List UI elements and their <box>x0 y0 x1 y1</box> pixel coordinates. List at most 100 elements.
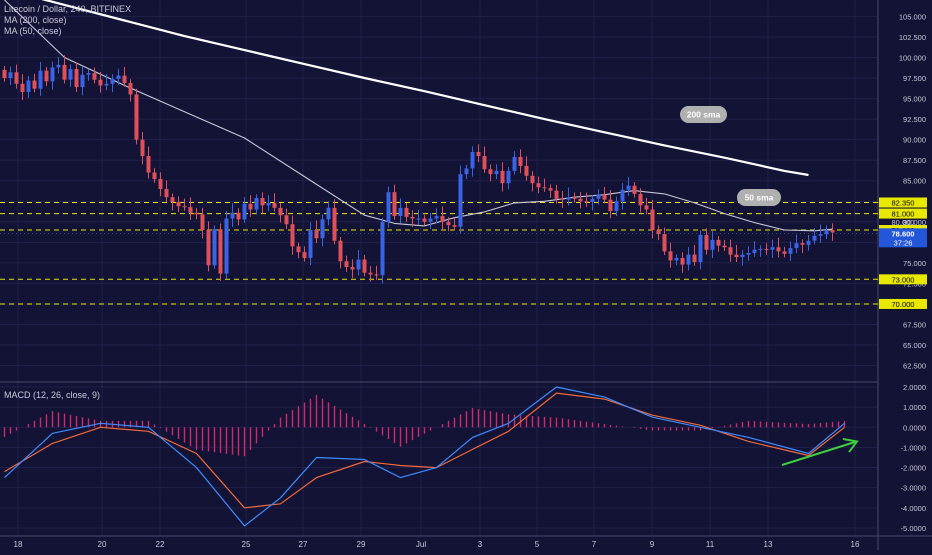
trend-arrow-shaft <box>781 441 856 466</box>
candle-body <box>368 272 373 275</box>
candle-body <box>62 64 67 80</box>
candle-body <box>350 266 355 270</box>
candle-body <box>374 274 379 276</box>
candle-body <box>104 83 109 86</box>
price-tag-text: 82.350 <box>892 199 915 208</box>
candle-body <box>806 240 811 245</box>
candle-body <box>194 212 199 215</box>
candle-body <box>506 170 511 184</box>
macd-legend: MACD (12, 26, close, 9) <box>4 390 101 400</box>
sma50-annotation: 50 sma <box>737 189 781 206</box>
candle-body <box>212 229 217 266</box>
candle-body <box>638 193 643 206</box>
macd-line <box>4 386 845 527</box>
candle-body <box>488 169 493 175</box>
time-tick-label: 27 <box>299 540 308 549</box>
candle-body <box>410 216 415 219</box>
trend-arrow-head <box>842 438 859 453</box>
candle-body <box>356 259 361 270</box>
time-tick-label: 18 <box>14 540 23 549</box>
candle-body <box>140 139 145 157</box>
candle-body <box>500 170 505 184</box>
price-tick-label: 105.000 <box>899 12 926 21</box>
candle-body <box>332 207 337 241</box>
macd-lines-layer <box>4 386 845 527</box>
sma50-bubble <box>737 189 781 206</box>
candle-body <box>110 78 115 84</box>
candle-body <box>242 203 247 220</box>
candle-body <box>14 72 19 84</box>
price-tag-box <box>879 298 927 309</box>
candle-body <box>134 94 139 140</box>
candle-body <box>98 79 103 86</box>
candle-body <box>392 192 397 217</box>
ma50-layer <box>4 0 833 232</box>
candle-body <box>218 229 223 274</box>
current-price-tag <box>879 228 927 248</box>
price-tag-text: 73.000 <box>892 275 915 284</box>
time-tick-label: 5 <box>535 540 540 549</box>
candle-body <box>248 203 253 210</box>
candle-body <box>416 218 421 220</box>
price-tick-label: 80.000 <box>903 218 926 227</box>
candle-body <box>716 239 721 246</box>
time-tick-label: Jul <box>416 540 426 549</box>
candle-body <box>8 72 13 79</box>
ma50-line <box>4 0 833 232</box>
signal-line <box>4 392 845 509</box>
candle-body <box>686 254 691 265</box>
current-price-text: 78.600 <box>892 229 915 238</box>
candle-body <box>320 219 325 239</box>
time-tick-label: 13 <box>764 540 773 549</box>
trend-arrow <box>781 438 859 466</box>
candle-body <box>74 69 79 88</box>
symbol-title: Litecoin / Dollar, 240, BITFINEX <box>4 4 132 14</box>
candle-body <box>614 201 619 212</box>
candle-body <box>512 156 517 171</box>
price-tick-label: 62.500 <box>903 362 926 371</box>
macd-tick-label: -1.0000 <box>901 443 926 452</box>
candle-body <box>32 80 37 89</box>
sma200-annotation: 200 sma <box>680 106 727 123</box>
candle-body <box>404 207 409 217</box>
candle-body <box>692 254 697 263</box>
time-axis: 18 20 22 25 27 29 Jul 3 5 7 9 11 13 16 <box>14 540 860 549</box>
candle-body <box>770 247 775 250</box>
candle-body <box>776 247 781 252</box>
price-tick-label: 90.000 <box>903 136 926 145</box>
candle-body <box>818 234 823 236</box>
candle-body <box>398 207 403 217</box>
sma50-label: 50 sma <box>745 193 774 203</box>
macd-tick-label: -5.0000 <box>901 524 926 533</box>
macd-tick-label: 2.0000 <box>903 383 926 392</box>
candle-body <box>608 199 613 212</box>
candle-body <box>422 218 427 222</box>
macd-tick-label: -3.0000 <box>901 484 926 493</box>
time-tick-label: 9 <box>650 540 655 549</box>
price-tick-label: 85.000 <box>903 177 926 186</box>
candle-body <box>230 212 235 219</box>
price-tick-label: 95.000 <box>903 95 926 104</box>
price-tick-label: 102.500 <box>899 33 926 42</box>
candle-body <box>158 179 163 189</box>
sma200-bubble <box>680 106 727 123</box>
time-tick-label: 29 <box>357 540 366 549</box>
candle-body <box>710 239 715 250</box>
candle-body <box>92 73 97 80</box>
candle-body <box>554 190 559 199</box>
candle-body <box>20 83 25 93</box>
price-tick-label: 65.000 <box>903 341 926 350</box>
candle-body <box>176 202 181 207</box>
candle-body <box>254 197 259 210</box>
candle-body <box>590 198 595 203</box>
candle-body <box>596 194 601 199</box>
candle-body <box>602 194 607 200</box>
candle-body <box>800 243 805 245</box>
time-tick-label: 22 <box>156 540 165 549</box>
candle-body <box>644 205 649 210</box>
candle-body <box>656 230 661 235</box>
candle-body <box>662 234 667 252</box>
candle-body <box>740 254 745 258</box>
candle-body <box>698 234 703 263</box>
